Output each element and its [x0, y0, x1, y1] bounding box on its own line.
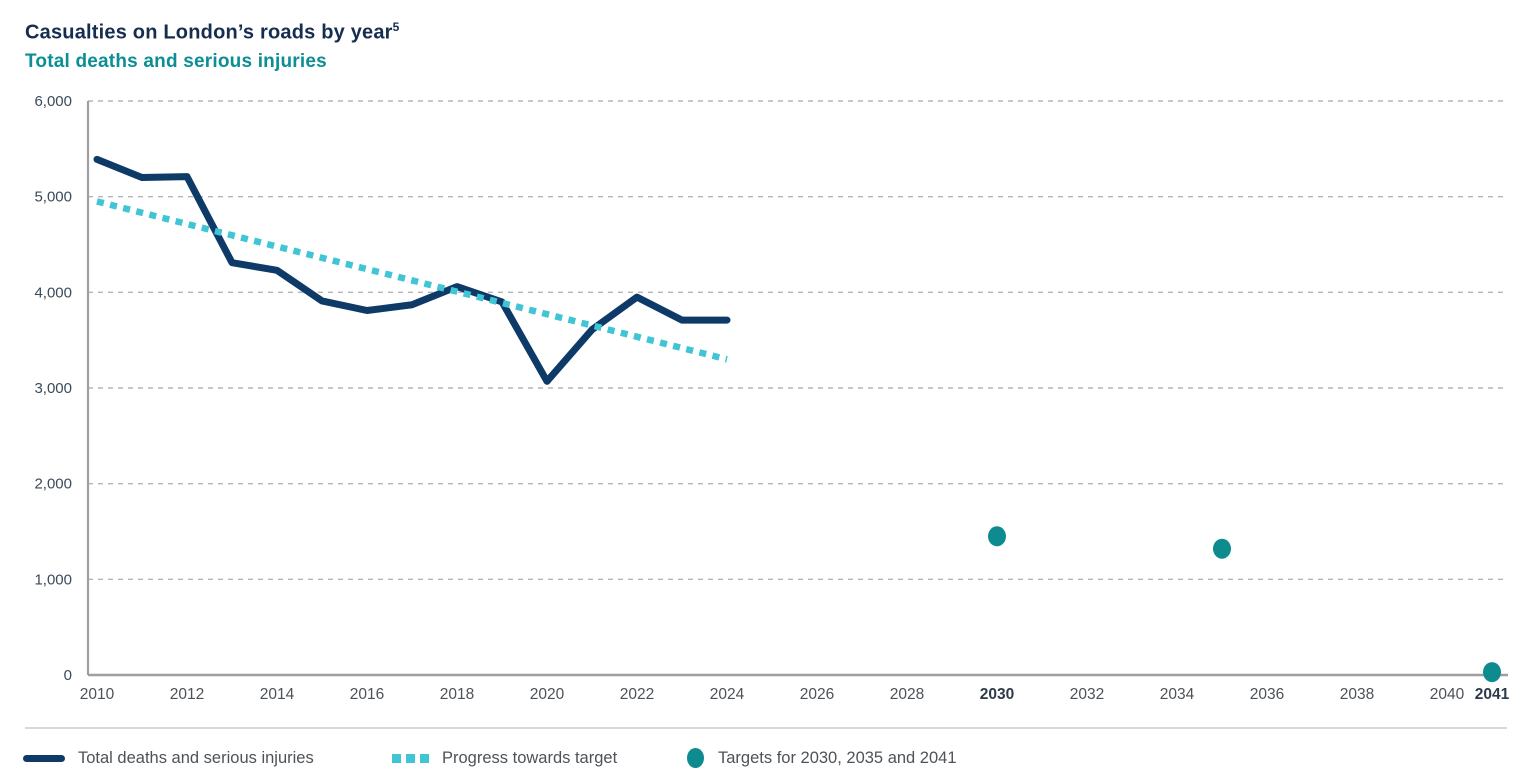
page-title: Casualties on London’s roads by year5	[25, 20, 400, 45]
y-tick-label: 0	[64, 667, 72, 684]
x-tick-label: 2028	[890, 686, 924, 703]
x-tick-label: 2022	[620, 686, 654, 703]
navy-line-swatch-icon	[23, 754, 65, 762]
x-tick-label: 2018	[440, 686, 474, 703]
legend-divider	[25, 727, 1507, 729]
x-tick-label: 2032	[1070, 686, 1104, 703]
y-tick-label: 2,000	[34, 476, 72, 493]
progress-target-dashed-line	[96, 198, 728, 363]
actual-series-line	[93, 155, 731, 385]
legend-label-actual: Total deaths and serious injuries	[78, 748, 314, 767]
x-tick-label: 2036	[1250, 686, 1284, 703]
x-tick-label: 2030	[980, 686, 1014, 703]
legend-label-targets: Targets for 2030, 2035 and 2041	[718, 748, 957, 767]
y-tick-label: 4,000	[34, 284, 72, 301]
legend-label-progress: Progress towards target	[442, 748, 618, 767]
chart-header: Casualties on London’s roads by year5 To…	[25, 20, 400, 73]
x-tick-label: 2014	[260, 686, 295, 703]
x-tick-label: 2038	[1340, 686, 1374, 703]
y-tick-label: 6,000	[34, 93, 72, 110]
legend-item-actual: Total deaths and serious injuries	[23, 746, 314, 770]
legend-item-progress: Progress towards target	[392, 746, 617, 770]
dashed-line-swatch-icon	[392, 753, 429, 763]
target-point-2035	[1213, 538, 1231, 559]
x-tick-label: 2040	[1430, 686, 1465, 703]
x-tick-label: 2020	[530, 686, 565, 703]
y-tick-label: 3,000	[34, 380, 72, 397]
x-tick-label: 2010	[80, 686, 115, 703]
x-tick-label: 2012	[170, 686, 204, 703]
target-point-2030	[988, 526, 1006, 547]
legend-item-targets: Targets for 2030, 2035 and 2041	[687, 746, 957, 770]
x-tick-label: 2026	[800, 686, 834, 703]
x-tick-label: 2016	[350, 686, 384, 703]
target-point-2041	[1483, 662, 1501, 683]
x-tick-label: 2024	[710, 686, 745, 703]
x-tick-label: 2041	[1475, 686, 1510, 703]
page-title-text: Casualties on London’s roads by year	[25, 21, 393, 44]
target-dot-swatch-icon	[687, 748, 704, 768]
y-tick-label: 5,000	[34, 189, 72, 206]
page-subtitle: Total deaths and serious injuries	[25, 50, 327, 72]
y-tick-label: 1,000	[34, 571, 72, 588]
x-tick-label: 2034	[1160, 686, 1195, 703]
footnote-marker: 5	[392, 20, 400, 34]
